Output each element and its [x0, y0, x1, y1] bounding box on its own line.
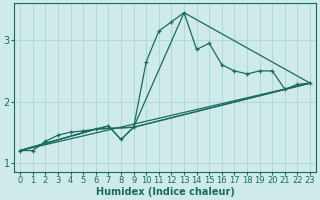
X-axis label: Humidex (Indice chaleur): Humidex (Indice chaleur)	[96, 187, 235, 197]
